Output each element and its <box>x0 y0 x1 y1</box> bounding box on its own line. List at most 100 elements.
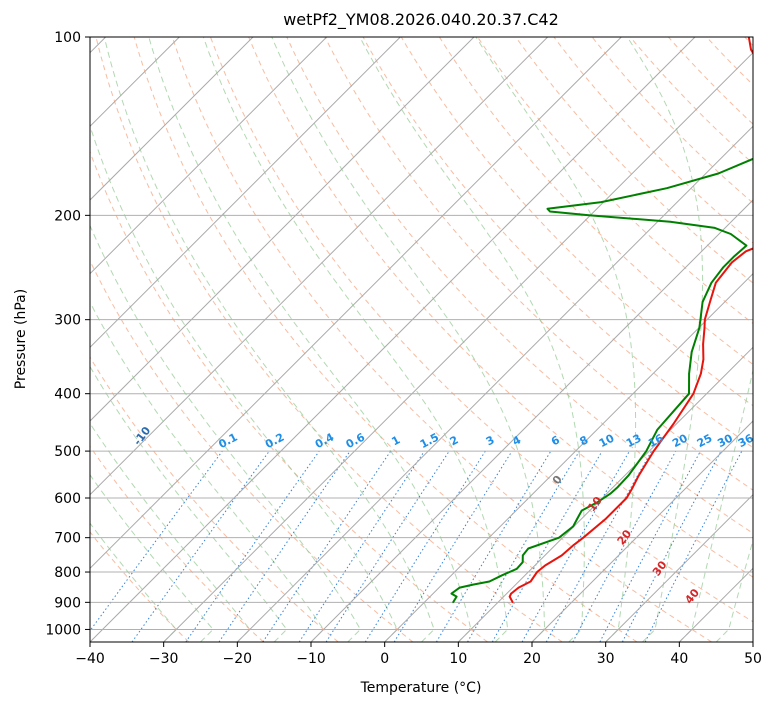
temperature-point <box>625 497 628 499</box>
moist-adiabat-line <box>202 37 509 642</box>
dewpoint-point <box>450 592 453 595</box>
dewpoint-point <box>745 244 748 247</box>
mixing-ratio-line <box>325 450 450 642</box>
temperature-point <box>582 536 585 539</box>
temperature-point <box>517 586 520 589</box>
dewpoint-point <box>458 586 461 589</box>
mixing-ratio-label: 10 <box>597 431 617 450</box>
x-tick-label: 20 <box>523 651 541 667</box>
mixing-ratio-line <box>364 450 486 642</box>
dewpoint-point <box>488 580 491 583</box>
temperature-point <box>703 327 706 329</box>
x-tick-label: 50 <box>744 651 762 667</box>
y-tick-label: 800 <box>54 565 81 581</box>
dewpoint-point <box>698 327 701 329</box>
mixing-ratio-line <box>131 450 270 642</box>
moist-adiabat-line <box>90 522 177 642</box>
moist-adiabat-line <box>678 368 753 642</box>
temperature-point <box>630 488 633 491</box>
dewpoint-point <box>688 392 690 395</box>
moist-adiabat-line <box>626 37 704 642</box>
isotherm-line <box>90 37 401 349</box>
y-tick-label: 500 <box>54 444 81 460</box>
mixing-ratio-line <box>435 450 552 642</box>
dewpoint-point <box>546 208 549 210</box>
dewpoint-point <box>516 568 518 570</box>
dry-adiabat-line <box>90 259 414 642</box>
dewpoint-point <box>616 486 619 488</box>
dewpoint-point <box>588 214 590 217</box>
dewpoint-point <box>656 428 659 431</box>
y-tick-label: 400 <box>54 387 81 403</box>
isotherm-line <box>310 199 753 642</box>
x-tick-label: −40 <box>75 651 105 667</box>
dry-adiabat-line <box>400 37 753 407</box>
moist-adiabat-line <box>90 474 214 642</box>
temperature-point <box>715 282 717 284</box>
temperature-point <box>637 474 640 477</box>
dewpoint-point <box>688 372 690 375</box>
chart-title: wetPf2_YM08.2026.040.20.37.C42 <box>283 10 559 30</box>
y-tick-label: 900 <box>54 595 81 611</box>
dewpoint-point <box>645 450 648 452</box>
dewpoint-point <box>549 210 551 213</box>
temperature-point <box>508 595 511 598</box>
dry-adiabat-line <box>90 531 190 642</box>
dewpoint-point <box>472 583 474 586</box>
y-tick-label: 200 <box>54 208 81 224</box>
temperature-point <box>704 318 706 321</box>
dry-adiabat-line <box>286 37 753 534</box>
temperature-point <box>702 358 705 361</box>
temperature-point <box>511 601 514 604</box>
temperature-point <box>529 580 532 583</box>
temperature-point <box>672 423 675 425</box>
dewpoint-point <box>527 547 530 550</box>
temperature-point <box>702 343 704 346</box>
x-tick-label: −20 <box>223 651 253 667</box>
dry-adiabat-line <box>248 37 753 578</box>
moist-adiabat-line <box>148 37 472 642</box>
isotherm-line <box>236 125 753 642</box>
dewpoint-point <box>701 301 704 303</box>
y-tick-label: 300 <box>54 313 81 329</box>
dewpoint-point <box>596 501 599 504</box>
moist-adiabat-line <box>90 124 398 642</box>
y-tick-label: 600 <box>54 491 81 507</box>
temperature-point <box>731 261 733 264</box>
moist-adiabat-line <box>90 365 288 642</box>
dry-adiabat-line <box>210 37 753 623</box>
moist-adiabat-line <box>475 37 637 642</box>
moist-adiabat-line <box>90 422 251 642</box>
x-tick-label: 0 <box>380 651 389 667</box>
dry-adiabat-line <box>133 37 638 642</box>
mixing-ratio-label: 13 <box>624 432 644 451</box>
dry-adiabat-line <box>90 356 339 642</box>
dewpoint-point <box>580 509 583 512</box>
mixing-ratio-line <box>491 450 603 642</box>
isotherm-line <box>90 37 328 275</box>
x-tick-label: 10 <box>449 651 467 667</box>
temperature-point <box>573 544 575 546</box>
mixing-ratio-line <box>218 450 351 642</box>
isotherm-line <box>605 493 753 642</box>
mixing-ratio-line <box>90 450 223 632</box>
mixing-ratio-label: 36 <box>736 431 756 450</box>
y-tick-label: 700 <box>54 531 81 547</box>
y-tick-label: 100 <box>54 30 81 46</box>
dewpoint-point <box>666 187 668 189</box>
x-tick-label: 30 <box>597 651 615 667</box>
dry-adiabat-line <box>324 37 753 491</box>
mixing-ratio-line <box>521 450 630 642</box>
isotherm-line <box>90 37 549 496</box>
temperature-point <box>536 571 538 573</box>
isotherm-line <box>90 37 475 422</box>
dewpoint-point <box>522 554 524 557</box>
temperature-point <box>510 592 512 595</box>
dewpoint-point <box>609 492 612 495</box>
dewpoint-point <box>717 172 720 175</box>
dewpoint-point <box>627 474 630 477</box>
mixing-ratio-label: 25 <box>695 432 715 451</box>
isotherm-line <box>457 346 753 642</box>
mixing-ratio-line <box>572 450 677 642</box>
